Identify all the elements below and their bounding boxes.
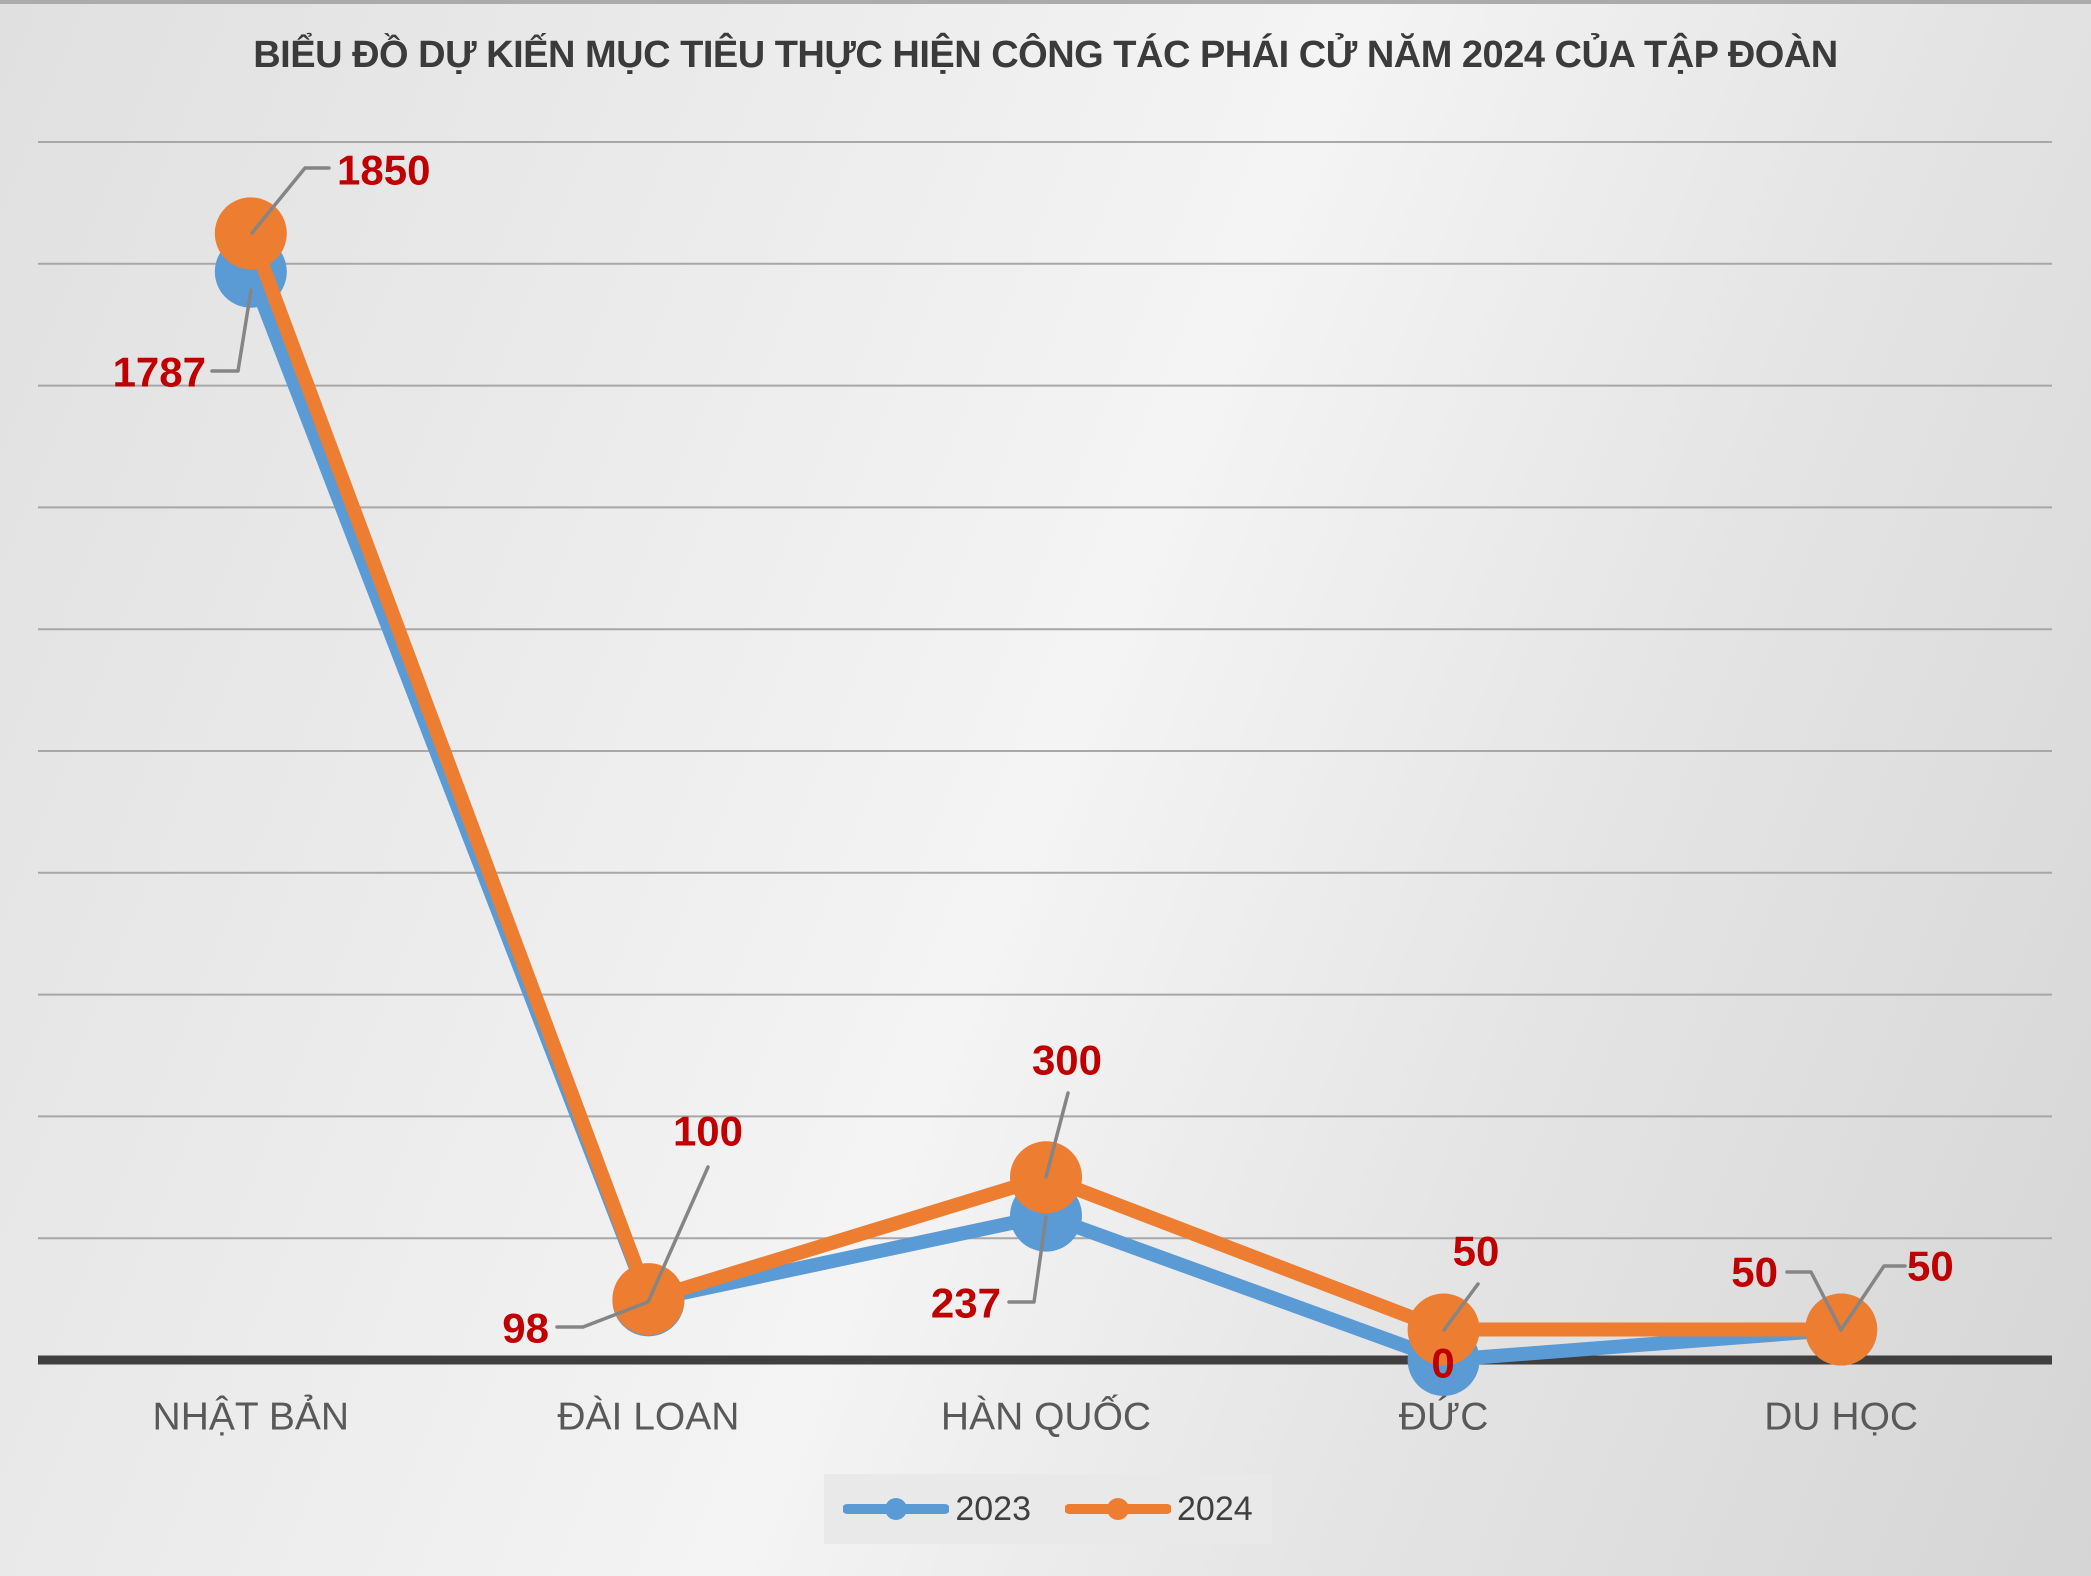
data-label-2024-2: 300 [1032, 1037, 1102, 1084]
legend-item-2023: 2023 [843, 1490, 1031, 1529]
leader-line [210, 288, 253, 373]
chart-title: BIỂU ĐỒ DỰ KIẾN MỤC TIÊU THỰC HIỆN CÔNG … [253, 34, 1838, 76]
leader-line [1785, 1270, 1843, 1332]
leader-lines [210, 166, 1907, 1332]
data-label-2023-1: 98 [502, 1305, 549, 1352]
series-markers-2024 [214, 197, 1878, 1366]
data-label-2024-3: 50 [1453, 1228, 1500, 1275]
leader-line [250, 166, 331, 235]
category-label-2: HÀN QUỐC [941, 1394, 1151, 1439]
legend-swatch-2023-icon [843, 1498, 950, 1520]
category-label-4: DU HỌC [1764, 1396, 1918, 1439]
data-labels: 1850 1787 100 98 300 237 50 0 50 50 [113, 147, 1954, 1387]
category-label-1: ĐÀI LOAN [557, 1396, 739, 1439]
category-label-0: NHẬT BẢN [153, 1395, 350, 1439]
category-label-3: ĐỨC [1399, 1396, 1489, 1439]
data-label-2023-2: 237 [931, 1280, 1001, 1327]
leader-line [1044, 1091, 1070, 1179]
leader-line [1442, 1282, 1480, 1332]
leader-line [647, 1165, 710, 1302]
leader-line [1839, 1264, 1907, 1332]
legend-item-2024: 2024 [1065, 1490, 1253, 1529]
data-label-2023-0: 1787 [113, 349, 206, 396]
legend-swatch-2024-icon [1065, 1498, 1171, 1520]
chart-legend: 2023 2024 [824, 1474, 1272, 1544]
legend-label-2023: 2023 [955, 1489, 1031, 1528]
data-label-2023-4: 50 [1731, 1249, 1778, 1296]
data-label-2023-3: 0 [1431, 1340, 1454, 1387]
leader-line [1007, 1215, 1048, 1304]
gridlines [38, 141, 2052, 1240]
legend-label-2024: 2024 [1177, 1489, 1253, 1528]
leader-line [555, 1300, 650, 1329]
category-axis-labels: NHẬT BẢN ĐÀI LOAN HÀN QUỐC ĐỨC DU HỌC [153, 1394, 1919, 1439]
data-label-2024-1: 100 [673, 1108, 743, 1155]
data-label-2024-4: 50 [1907, 1243, 1954, 1290]
data-label-2024-0: 1850 [337, 147, 430, 194]
top-strip [0, 0, 2091, 4]
